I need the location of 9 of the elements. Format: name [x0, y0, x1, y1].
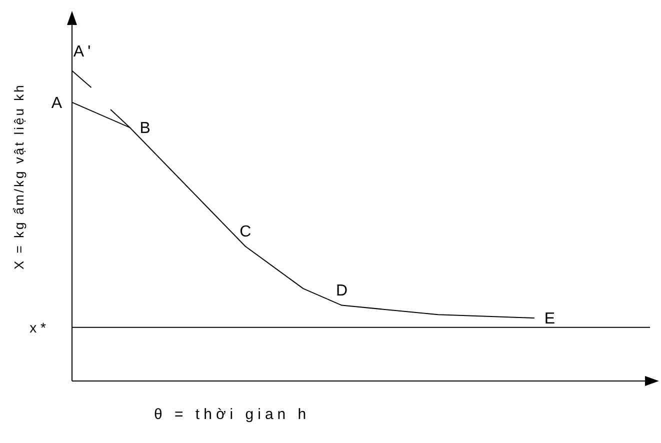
annotation: B [140, 120, 150, 138]
ref-line-label: x * [30, 319, 47, 336]
y-axis-title: X = kg ẩm/kg vật liệu kh [12, 83, 27, 270]
text: A [51, 95, 62, 112]
annotation: E [544, 310, 556, 328]
annotation: D [336, 282, 348, 300]
x-axis-title: θ = thời gian h [154, 406, 310, 423]
text: A ' [73, 44, 91, 61]
annotation: C [240, 223, 252, 240]
